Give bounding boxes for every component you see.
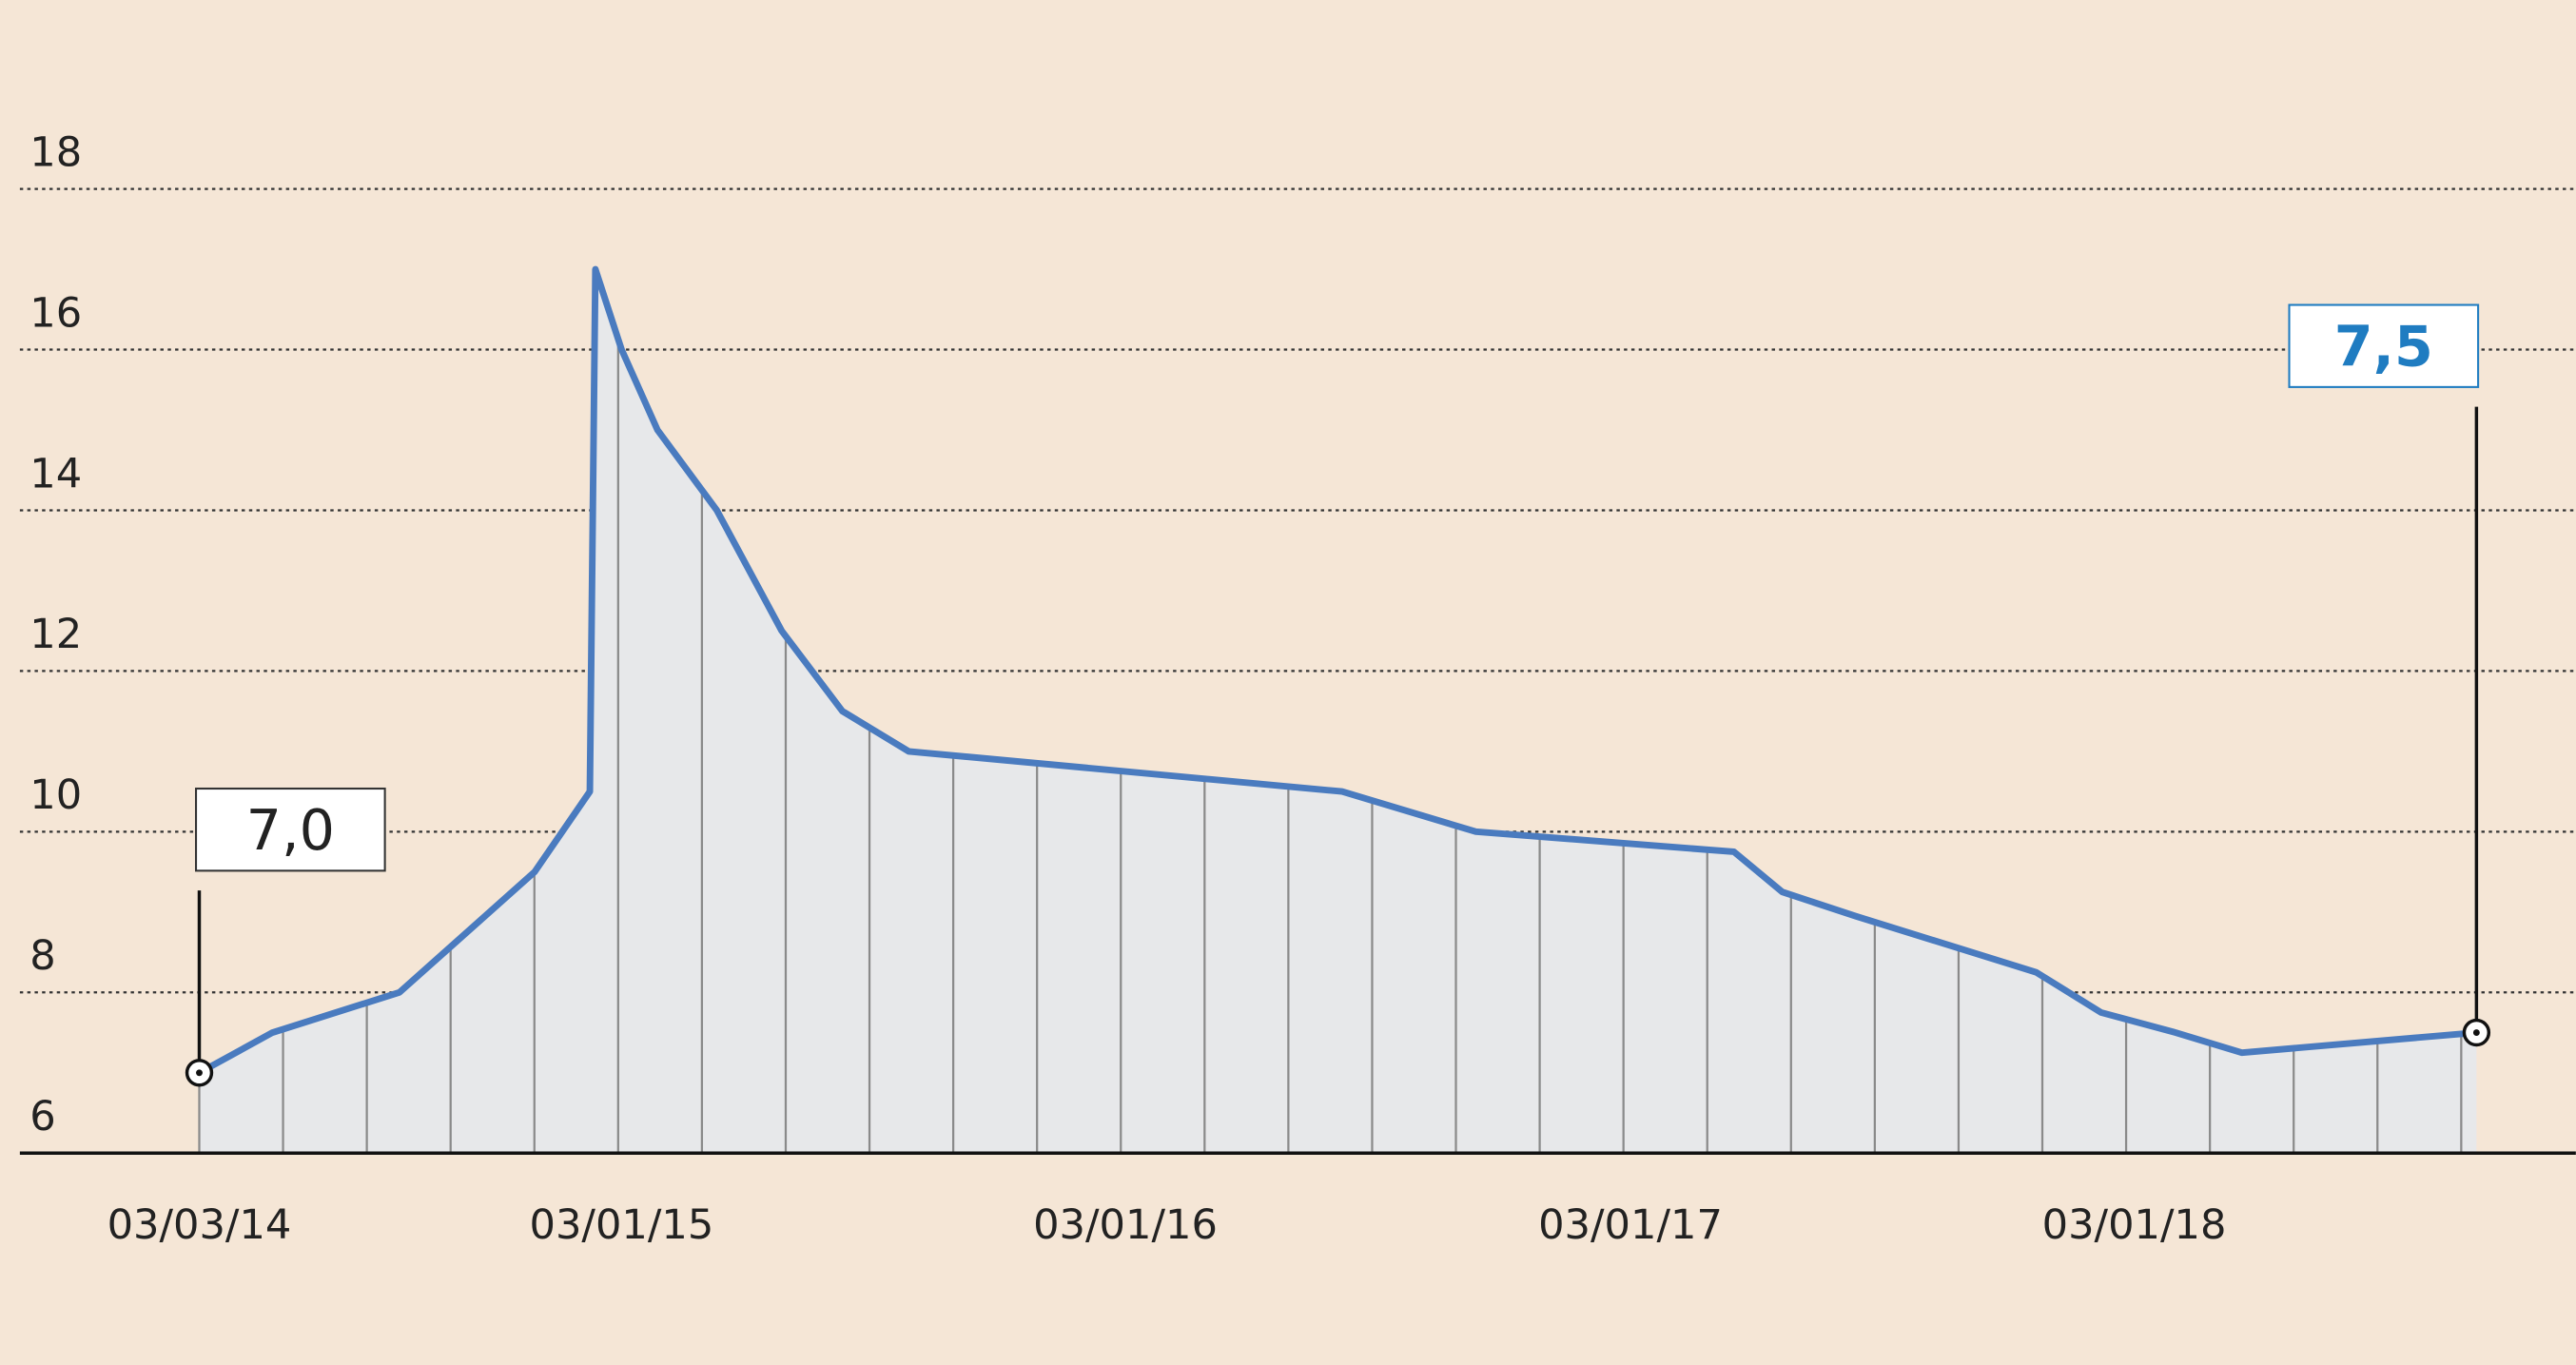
y-tick-label: 16 <box>29 289 82 337</box>
x-tick-label: 03/01/16 <box>1033 1201 1218 1249</box>
y-tick-label: 12 <box>29 611 82 658</box>
annotation-box <box>195 787 386 872</box>
area <box>199 269 2477 1154</box>
y-tick-label: 8 <box>29 932 55 980</box>
y-tick-label: 18 <box>29 128 82 176</box>
line <box>197 265 2477 1076</box>
x-tick-label: 03/03/14 <box>107 1201 292 1249</box>
y-tick-label: 14 <box>29 450 82 497</box>
point-dot <box>2472 1029 2480 1036</box>
y-tick-label: 10 <box>29 771 82 819</box>
y-tick-label: 6 <box>29 1093 55 1141</box>
annotation-box <box>2288 303 2480 388</box>
x-tick-label: 03/01/18 <box>2042 1201 2227 1249</box>
x-tick-label: 03/01/15 <box>530 1201 714 1249</box>
x-tick-label: 03/01/17 <box>1538 1201 1723 1249</box>
point-dot <box>196 1069 203 1077</box>
data-label: 7,5 <box>2334 314 2433 379</box>
data-label: 7,0 <box>246 798 335 863</box>
